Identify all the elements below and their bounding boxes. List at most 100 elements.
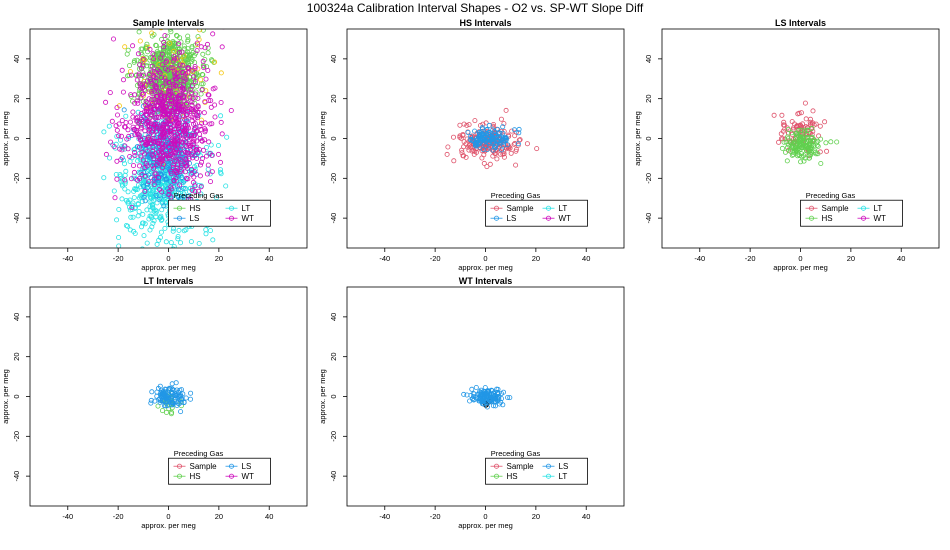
data-point-wt — [189, 166, 195, 172]
data-point-wt — [180, 86, 186, 92]
panel-title: HS Intervals — [459, 18, 511, 28]
data-point-lt — [123, 113, 129, 119]
data-point-lt — [194, 162, 200, 168]
data-point-extra_yellow — [167, 40, 173, 46]
data-point-ls — [498, 396, 504, 402]
data-point-wt — [142, 173, 148, 179]
data-point-hs — [805, 145, 811, 151]
data-point-wt — [118, 157, 124, 163]
legend-label-lt: LT — [559, 472, 568, 481]
data-point-lt — [117, 171, 123, 177]
data-point-lt — [125, 200, 131, 206]
data-point-wt — [171, 83, 177, 89]
legend-marker-hs — [809, 215, 815, 221]
data-point-wt — [183, 157, 189, 163]
data-point-ls — [491, 144, 497, 150]
data-point-extra_yellow — [198, 117, 204, 123]
data-point-wt — [161, 122, 167, 128]
data-point-ls — [495, 398, 501, 404]
data-point-ls — [161, 390, 167, 396]
data-point-hs — [133, 72, 139, 78]
data-point-wt — [151, 156, 157, 162]
data-point-sample — [450, 134, 456, 140]
data-point-wt — [149, 88, 155, 94]
data-point-wt — [201, 147, 207, 153]
data-point-ls — [177, 396, 183, 402]
x-tick-label: -40 — [379, 254, 390, 263]
data-point-sample — [501, 154, 507, 160]
data-point-wt — [143, 99, 149, 105]
data-point-lt — [157, 234, 163, 240]
data-point-lt — [136, 150, 142, 156]
data-point-lt — [203, 144, 209, 150]
data-point-wt — [111, 144, 117, 150]
data-point-hs — [195, 34, 201, 40]
x-tick-label: -20 — [430, 512, 441, 521]
data-point-hs — [168, 29, 174, 35]
data-point-sample — [824, 148, 830, 154]
data-point-wt — [181, 95, 187, 101]
data-point-lt — [125, 223, 131, 229]
x-tick-label: 40 — [265, 254, 273, 263]
data-point-wt — [168, 194, 174, 200]
data-point-wt — [154, 138, 160, 144]
data-point-sample — [504, 145, 510, 151]
data-point-wt — [189, 155, 195, 161]
data-point-hs — [136, 29, 142, 35]
data-point-wt — [190, 67, 196, 73]
data-point-hs — [779, 145, 785, 151]
data-point-wt — [194, 48, 200, 54]
legend-marker-lt — [861, 205, 867, 211]
data-point-wt — [127, 119, 133, 125]
x-tick-label: -20 — [113, 512, 124, 521]
data-point-wt — [177, 182, 183, 188]
data-point-wt — [183, 163, 189, 169]
data-point-ls — [490, 403, 496, 409]
data-point-wt — [119, 118, 125, 124]
data-point-sample — [480, 144, 486, 150]
data-point-lt — [162, 225, 168, 231]
data-point-sample — [513, 162, 519, 168]
data-point-lt — [127, 158, 133, 164]
data-point-wt — [198, 44, 204, 50]
data-point-hs — [205, 45, 211, 51]
data-point-wt — [154, 67, 160, 73]
legend-marker-ls — [493, 215, 499, 221]
data-point-wt — [182, 122, 188, 128]
data-point-hs — [199, 72, 205, 78]
data-points — [148, 380, 194, 417]
data-point-wt — [176, 150, 182, 156]
data-point-lt — [137, 184, 143, 190]
legend-label-hs: HS — [190, 472, 201, 481]
data-point-lt — [139, 198, 145, 204]
data-point-wt — [172, 71, 178, 77]
data-point-wt — [149, 152, 155, 158]
data-point-wt — [163, 80, 169, 86]
data-point-ls — [161, 403, 167, 409]
data-point-wt — [174, 55, 180, 61]
legend-marker-ls — [228, 463, 234, 469]
data-point-wt — [176, 156, 182, 162]
data-point-wt — [111, 36, 117, 42]
data-point-wt — [149, 129, 155, 135]
data-point-extra_yellow — [211, 22, 215, 26]
data-point-hs — [173, 41, 179, 47]
data-point-wt — [143, 108, 149, 114]
data-point-sample — [822, 119, 828, 125]
data-point-wt — [188, 132, 194, 138]
data-point-lt — [150, 220, 156, 226]
data-point-sample — [515, 142, 521, 148]
legend-label-wt: WT — [242, 472, 255, 481]
data-point-lt — [107, 155, 113, 161]
data-point-wt — [166, 88, 172, 94]
data-point-wt — [135, 51, 141, 57]
data-point-wt — [165, 89, 171, 95]
data-point-wt — [183, 175, 189, 181]
data-point-hs — [785, 144, 791, 150]
data-point-wt — [139, 91, 145, 97]
data-point-hs — [795, 133, 801, 139]
data-point-hs — [790, 152, 796, 158]
data-point-lt — [101, 175, 107, 181]
data-point-lt — [160, 199, 166, 205]
data-point-wt — [183, 117, 189, 123]
